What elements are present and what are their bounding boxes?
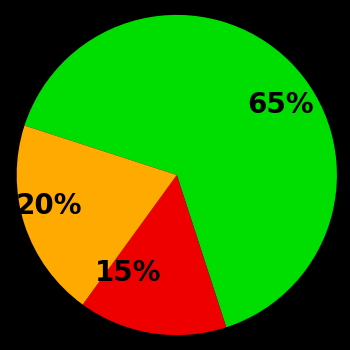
Text: 20%: 20% bbox=[16, 192, 82, 220]
Text: 65%: 65% bbox=[247, 91, 314, 119]
Wedge shape bbox=[83, 175, 226, 335]
Wedge shape bbox=[17, 126, 177, 304]
Text: 15%: 15% bbox=[95, 259, 161, 287]
Wedge shape bbox=[25, 15, 337, 327]
